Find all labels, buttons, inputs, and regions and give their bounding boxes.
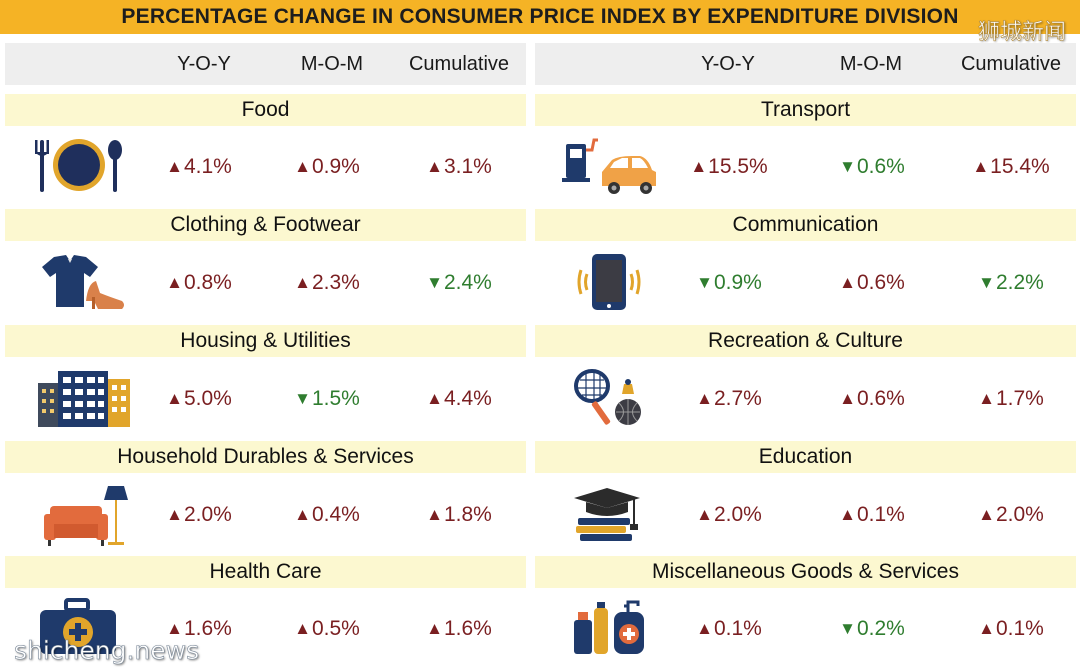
communication-yoy: ▼0.9%: [696, 271, 762, 294]
title-bar: [0, 0, 1080, 34]
change-arrow-icon: ▼: [426, 273, 443, 292]
change-arrow-icon: ▲: [294, 505, 311, 524]
header-row-left: Y-O-Y M-O-M Cumulative: [5, 43, 526, 85]
education-mom: ▲0.1%: [839, 503, 905, 526]
transport-cumulative: ▲15.4%: [972, 155, 1050, 178]
change-arrow-icon: ▲: [426, 619, 443, 638]
plate-cutlery-icon: [35, 139, 122, 192]
change-arrow-icon: ▲: [696, 389, 713, 408]
change-arrow-icon: ▲: [978, 619, 995, 638]
category-communication: Communication: [535, 209, 1076, 241]
change-arrow-icon: ▲: [166, 389, 183, 408]
change-arrow-icon: ▲: [426, 389, 443, 408]
medical-kit-icon: [40, 598, 116, 654]
communication-mom: ▲0.6%: [839, 271, 905, 294]
transport-mom: ▼0.6%: [839, 155, 905, 178]
change-arrow-icon: ▲: [696, 619, 713, 638]
category-transport: Transport: [535, 94, 1076, 126]
change-arrow-icon: ▼: [294, 389, 311, 408]
change-arrow-icon: ▼: [978, 273, 995, 292]
category-education: Education: [535, 441, 1076, 473]
category-recreation-culture: Recreation & Culture: [535, 325, 1076, 357]
category-clothing-footwear: Clothing & Footwear: [5, 209, 526, 241]
housing-yoy: ▲5.0%: [166, 387, 232, 410]
racket-balls-icon: [574, 369, 641, 425]
change-arrow-icon: ▲: [166, 505, 183, 524]
clothing-yoy: ▲0.8%: [166, 271, 232, 294]
smartphone-icon: [577, 254, 641, 310]
category-household-durables: Household Durables & Services: [5, 441, 526, 473]
change-arrow-icon: ▲: [166, 157, 183, 176]
watermark-chinese: 狮城新闻: [977, 20, 1067, 46]
communication-cumulative: ▼2.2%: [978, 271, 1044, 294]
food-cumulative: ▲3.1%: [426, 155, 492, 178]
header-yoy-right: Y-O-Y: [701, 53, 755, 75]
change-arrow-icon: ▲: [696, 505, 713, 524]
change-arrow-icon: ▲: [294, 157, 311, 176]
change-arrow-icon: ▲: [839, 273, 856, 292]
header-cumulative-right: Cumulative: [960, 53, 1062, 75]
misc-mom: ▼0.2%: [839, 617, 905, 640]
change-arrow-icon: ▲: [426, 157, 443, 176]
header-row-right: Y-O-Y M-O-M Cumulative: [535, 43, 1076, 85]
change-arrow-icon: ▲: [978, 505, 995, 524]
health-mom: ▲0.5%: [294, 617, 360, 640]
shirt-heels-icon: [42, 255, 124, 309]
clothing-cumulative: ▼2.4%: [426, 271, 492, 294]
category-health-care: Health Care: [5, 556, 526, 588]
misc-cumulative: ▲0.1%: [978, 617, 1044, 640]
household-cumulative: ▲1.8%: [426, 503, 492, 526]
housing-cumulative: ▲4.4%: [426, 387, 492, 410]
change-arrow-icon: ▲: [166, 273, 183, 292]
change-arrow-icon: ▲: [426, 505, 443, 524]
change-arrow-icon: ▲: [166, 619, 183, 638]
change-arrow-icon: ▼: [839, 619, 856, 638]
health-cumulative: ▲1.6%: [426, 617, 492, 640]
toiletries-icon: [574, 600, 644, 654]
food-mom: ▲0.9%: [294, 155, 360, 178]
food-yoy: ▲4.1%: [166, 155, 232, 178]
change-arrow-icon: ▼: [696, 273, 713, 292]
change-arrow-icon: ▲: [972, 157, 990, 176]
fuel-pump-car-icon: [562, 138, 656, 194]
health-yoy: ▲1.6%: [166, 617, 232, 640]
header-yoy-left: Y-O-Y: [177, 53, 231, 75]
change-arrow-icon: ▲: [294, 619, 311, 638]
recreation-mom: ▲0.6%: [839, 387, 905, 410]
graduation-cap-books-icon: [574, 488, 640, 541]
change-arrow-icon: ▲: [839, 505, 856, 524]
sofa-lamp-icon: [44, 486, 128, 546]
buildings-icon: [38, 371, 130, 427]
education-cumulative: ▲2.0%: [978, 503, 1044, 526]
category-miscellaneous: Miscellaneous Goods & Services: [535, 556, 1076, 588]
change-arrow-icon: ▲: [690, 157, 708, 176]
change-arrow-icon: ▲: [294, 273, 311, 292]
header-mom-left: M-O-M: [300, 53, 364, 75]
clothing-mom: ▲2.3%: [294, 271, 360, 294]
watermark-site: shicheng.news: [14, 636, 200, 666]
change-arrow-icon: ▲: [978, 389, 995, 408]
transport-yoy: ▲15.5%: [690, 155, 768, 178]
household-mom: ▲0.4%: [294, 503, 360, 526]
category-food: Food: [5, 94, 526, 126]
household-yoy: ▲2.0%: [166, 503, 232, 526]
page-title: PERCENTAGE CHANGE IN CONSUMER PRICE INDE…: [121, 5, 959, 28]
housing-mom: ▼1.5%: [294, 387, 360, 410]
header-cumulative-left: Cumulative: [408, 53, 510, 75]
recreation-yoy: ▲2.7%: [696, 387, 762, 410]
category-housing-utilities: Housing & Utilities: [5, 325, 526, 357]
education-yoy: ▲2.0%: [696, 503, 762, 526]
misc-yoy: ▲0.1%: [696, 617, 762, 640]
change-arrow-icon: ▲: [839, 389, 856, 408]
header-mom-right: M-O-M: [839, 53, 903, 75]
change-arrow-icon: ▼: [839, 157, 856, 176]
recreation-cumulative: ▲1.7%: [978, 387, 1044, 410]
